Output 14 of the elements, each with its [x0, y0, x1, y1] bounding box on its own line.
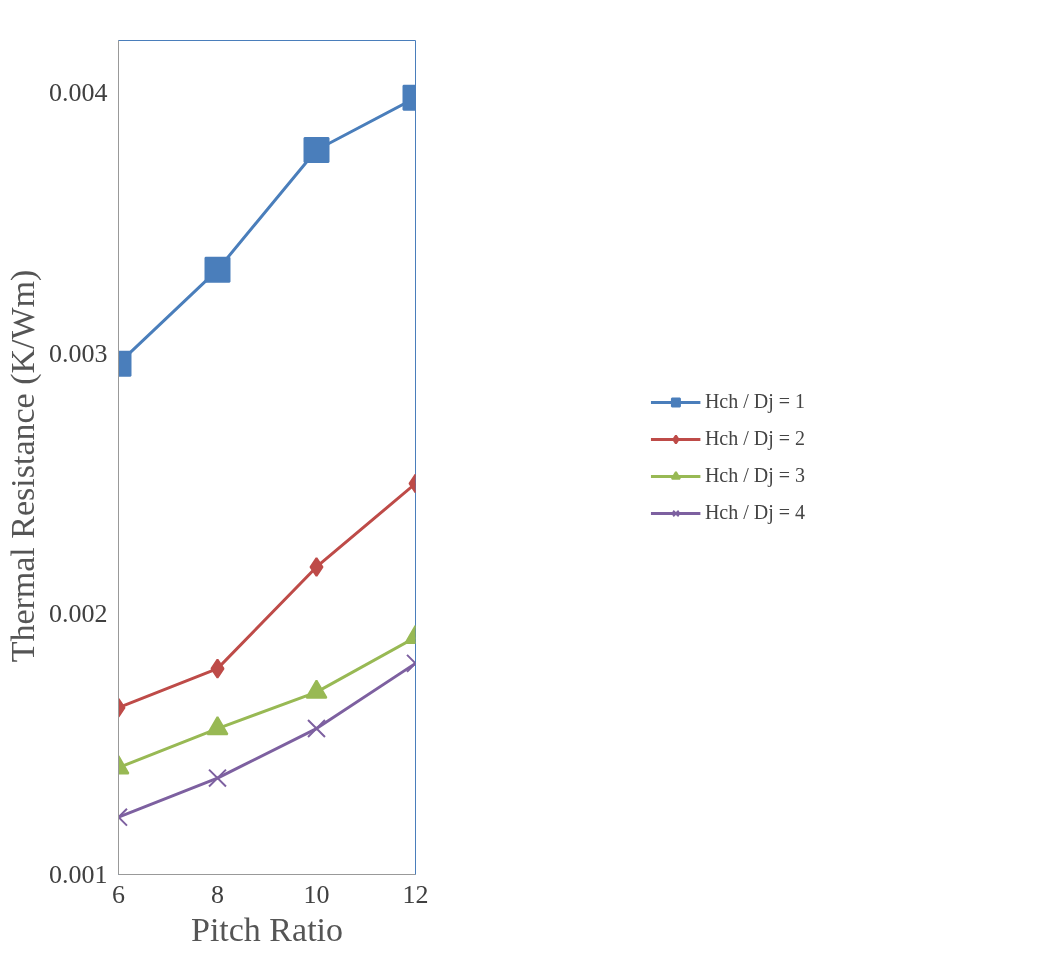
- x-axis-title: Pitch Ratio: [190, 910, 344, 948]
- x-tick-label: 10: [303, 879, 330, 909]
- x-tick-label: 6: [112, 879, 125, 909]
- y-tick-label: 0.001: [49, 860, 108, 889]
- y-tick-label: 0.003: [49, 338, 108, 368]
- x-tick-label: 12: [402, 879, 429, 909]
- y-axis-title: Thermal Resistance (K/Wm): [4, 269, 42, 663]
- y-tick-label: 0.004: [49, 78, 108, 108]
- legend-label: Hch / Dj = 2: [704, 427, 806, 450]
- y-tick-label: 0.002: [49, 599, 108, 629]
- x-tick-label: 8: [211, 879, 224, 909]
- legend-label: Hch / Dj = 1: [704, 390, 806, 413]
- legend-label: Hch / Dj = 3: [704, 464, 806, 487]
- legend-label: Hch / Dj = 4: [704, 501, 806, 524]
